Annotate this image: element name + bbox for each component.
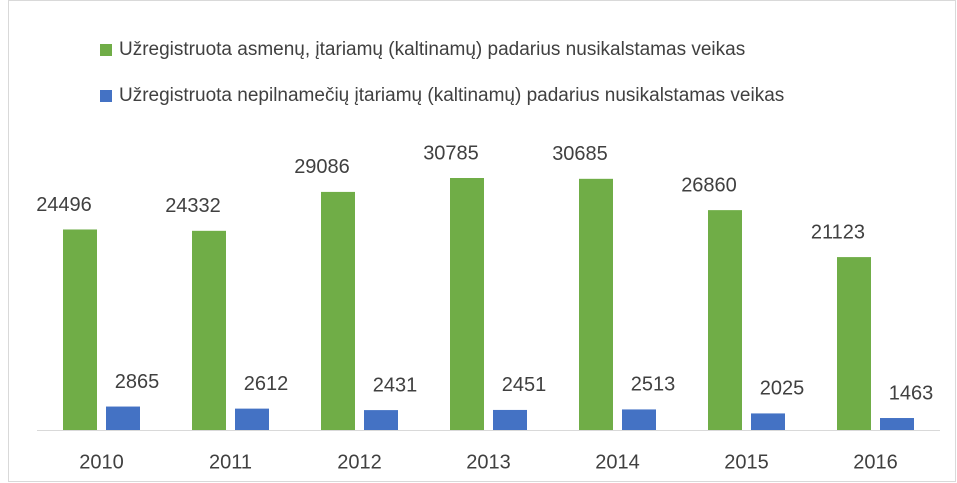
x-tick-label: 2010	[79, 451, 124, 473]
data-label: 1463	[889, 382, 934, 404]
x-tick-label: 2011	[209, 451, 252, 473]
data-label: 30685	[552, 143, 608, 165]
chart-border	[8, 0, 956, 482]
legend-swatch	[100, 90, 112, 102]
bar	[364, 410, 398, 430]
x-tick-label: 2012	[337, 451, 382, 473]
bar	[235, 408, 269, 430]
data-label: 2513	[631, 374, 676, 396]
data-label: 24496	[36, 194, 92, 216]
data-label: 24332	[165, 195, 221, 217]
legend-swatch	[100, 44, 112, 56]
x-tick-label: 2016	[853, 451, 898, 473]
bar	[493, 409, 527, 430]
data-label: 2865	[115, 371, 160, 393]
bar	[450, 178, 484, 430]
data-label: 2025	[760, 378, 805, 400]
data-label: 26860	[681, 174, 737, 196]
data-label: 29086	[294, 156, 350, 178]
bar	[622, 409, 656, 430]
legend-label: Užregistruota nepilnamečių įtariamų (kal…	[119, 85, 784, 106]
bar	[192, 230, 226, 430]
x-tick-label: 2013	[466, 451, 511, 473]
data-label: 2612	[244, 373, 289, 395]
bar	[880, 418, 914, 430]
data-label: 21123	[811, 221, 865, 243]
bar	[321, 191, 355, 430]
x-tick-label: 2014	[595, 451, 640, 473]
data-label: 2431	[373, 374, 418, 396]
bar	[63, 229, 97, 430]
bar	[579, 178, 613, 430]
bar	[837, 257, 871, 430]
bar	[106, 406, 140, 430]
x-tick-label: 2015	[724, 451, 769, 473]
data-label: 2451	[502, 374, 547, 396]
data-label: 30785	[423, 142, 479, 164]
legend-label: Užregistruota asmenų, įtariamų (kaltinam…	[119, 39, 745, 60]
bar	[708, 210, 742, 430]
bar	[751, 413, 785, 430]
